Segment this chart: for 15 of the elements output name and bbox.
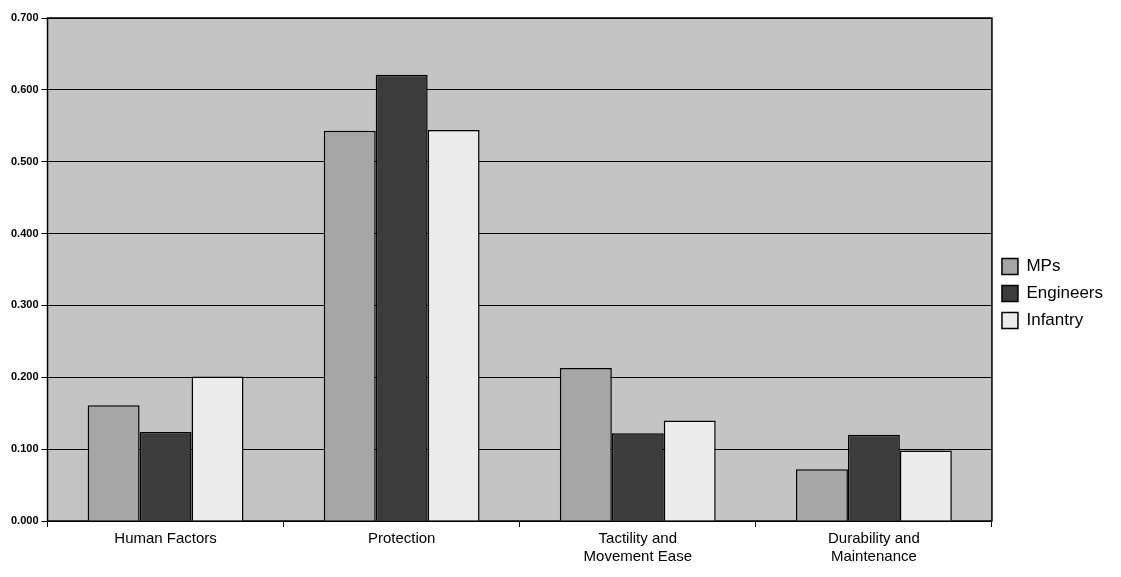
legend-label: Engineers (1026, 283, 1104, 303)
x-tick-label: Protection (367, 529, 436, 547)
x-tick-label: Tactility and Movement Ease (583, 529, 692, 565)
y-tick-label: 0.400 (11, 226, 39, 239)
y-tick-label: 0.600 (11, 82, 39, 95)
y-tick-label: 0.000 (11, 514, 39, 527)
legend-label: MPs (1026, 256, 1061, 276)
x-tick-label: Durability and Maintenance (828, 529, 920, 565)
x-tick-label: Human Factors (114, 529, 217, 547)
y-tick-label: 0.700 (11, 11, 39, 24)
y-tick-label: 0.300 (11, 298, 39, 311)
y-tick-label: 0.200 (11, 370, 39, 383)
y-tick-label: 0.500 (11, 154, 39, 167)
y-tick-label: 0.100 (11, 442, 39, 455)
legend-label: Infantry (1026, 310, 1084, 330)
